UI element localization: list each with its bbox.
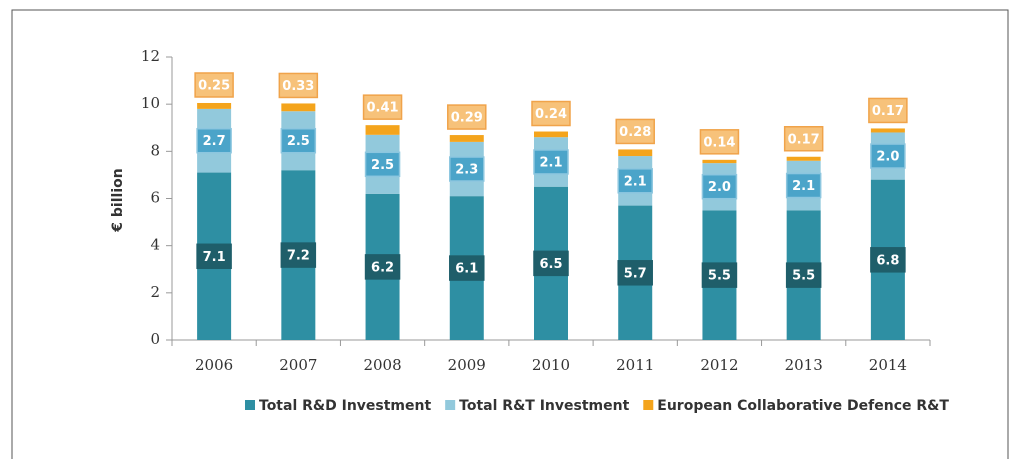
value-label: 0.28 [619, 125, 651, 140]
value-label: 0.14 [703, 135, 735, 150]
value-label: 0.33 [282, 79, 314, 94]
x-tick-label: 2011 [616, 356, 654, 374]
value-label: 0.41 [367, 101, 399, 116]
value-label: 6.5 [539, 257, 562, 272]
value-label-box [364, 151, 401, 178]
x-tick-label: 2008 [363, 356, 401, 374]
y-tick-label: 0 [150, 330, 160, 348]
value-label: 2.7 [203, 134, 226, 149]
value-label: 0.24 [535, 107, 567, 122]
value-label: 6.2 [371, 260, 394, 275]
y-tick-label: 6 [150, 189, 160, 207]
x-tick-label: 2009 [448, 356, 486, 374]
value-label-box [617, 168, 653, 194]
value-label-box [449, 156, 485, 182]
value-label: 2.0 [876, 150, 899, 165]
value-label: 6.8 [876, 253, 899, 268]
bar-segment [870, 128, 905, 133]
y-tick-label: 12 [141, 47, 160, 65]
value-label-box [278, 72, 319, 99]
x-tick-label: 2010 [532, 356, 570, 374]
value-label: 2.1 [792, 179, 815, 194]
bar-segment [197, 102, 232, 109]
value-label: 2.1 [539, 155, 562, 170]
value-label: 0.29 [451, 111, 483, 126]
value-label-box [280, 242, 317, 268]
value-label: 0.25 [198, 78, 230, 93]
x-tick-label: 2014 [869, 356, 907, 374]
value-label-box [533, 149, 569, 175]
value-label: 2.1 [624, 174, 647, 189]
value-label: 6.1 [455, 262, 478, 277]
value-label-box [196, 127, 232, 154]
x-tick-label: 2006 [195, 356, 233, 374]
value-label-box [617, 260, 653, 286]
value-label-box [280, 127, 317, 154]
bar-segment [281, 103, 316, 112]
bar-segment [702, 159, 737, 164]
legend-label: Total R&D Investment [259, 398, 431, 414]
value-label-box [785, 172, 822, 199]
value-label-box [870, 247, 906, 273]
value-label-box [701, 262, 738, 288]
value-label-box [531, 100, 571, 127]
value-label: 0.17 [872, 104, 904, 119]
value-label-box [701, 173, 738, 200]
y-tick-label: 4 [150, 236, 160, 254]
value-label-box [785, 262, 822, 288]
y-tick-label: 2 [150, 283, 160, 301]
x-tick-label: 2012 [700, 356, 738, 374]
value-label: 2.5 [371, 158, 394, 173]
value-label-box [870, 143, 906, 169]
legend-swatch [445, 400, 456, 410]
value-label-box [699, 129, 740, 155]
y-tick-label: 8 [150, 141, 160, 159]
value-label: 7.1 [203, 250, 226, 265]
legend-swatch [245, 400, 255, 410]
value-label: 0.17 [788, 132, 820, 147]
x-tick-label: 2013 [785, 356, 823, 374]
x-tick-label: 2007 [279, 356, 317, 374]
value-label: 7.2 [287, 249, 310, 264]
y-axis-label: € billion [110, 168, 126, 232]
value-label-box [196, 243, 232, 270]
value-label-box [447, 104, 487, 130]
value-label-box [615, 118, 655, 145]
value-label: 5.7 [624, 266, 647, 281]
frame [11, 9, 1009, 459]
value-label-box [783, 126, 824, 152]
value-label-box [194, 72, 234, 98]
value-label: 2.0 [708, 180, 731, 195]
value-label: 2.5 [287, 134, 310, 149]
bar-segment [534, 131, 568, 138]
bar-segment [618, 149, 653, 157]
bar-segment [786, 156, 821, 161]
value-label-box [449, 255, 485, 281]
value-label-box [362, 94, 403, 120]
bar-segment [365, 125, 400, 135]
legend-label: European Collaborative Defence R&T [657, 398, 949, 414]
y-tick-label: 10 [141, 94, 160, 112]
legend-label: Total R&T Investment [459, 398, 629, 414]
value-label: 5.5 [792, 269, 815, 284]
value-label: 5.5 [708, 269, 731, 284]
bar-segment [449, 135, 484, 142]
value-label: 2.3 [455, 163, 478, 178]
legend-swatch [643, 400, 654, 410]
value-label-box [868, 97, 908, 124]
value-label-box [533, 250, 569, 277]
value-label-box [364, 254, 401, 280]
